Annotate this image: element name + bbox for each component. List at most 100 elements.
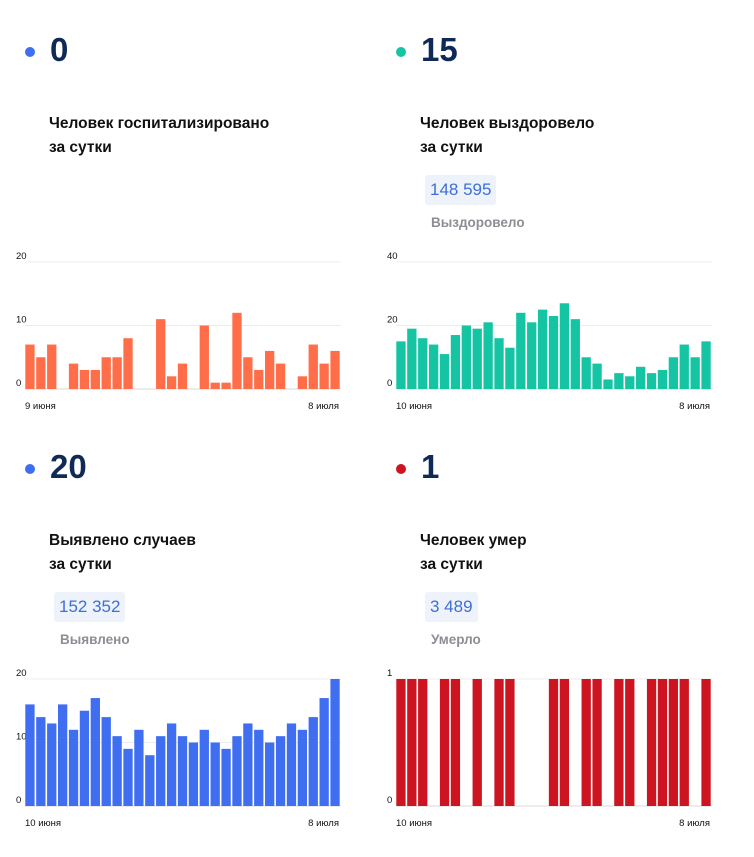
bar: [418, 338, 428, 389]
x-start-label: 9 июня: [25, 401, 56, 412]
bar: [199, 325, 209, 389]
bar: [559, 303, 570, 389]
bar: [537, 309, 548, 389]
bar: [625, 679, 635, 806]
bar: [36, 357, 46, 389]
y-tick-label: 40: [387, 251, 398, 262]
bar: [319, 363, 329, 389]
bar: [330, 350, 340, 389]
bar: [101, 717, 111, 806]
bar: [548, 315, 559, 389]
bar: [646, 373, 657, 389]
recovered-dot: [396, 47, 406, 57]
cases-card: 20 Выявлено случаев за сутки 152 352 Выя…: [16, 447, 365, 857]
deaths-total: 3 489: [425, 592, 478, 622]
deaths-card: 1 Человек умер за сутки 3 489 Умерло 0 1 1…: [387, 447, 736, 857]
bar: [166, 723, 177, 806]
bar: [79, 710, 90, 806]
cases-label: Выявлено случаев за сутки: [49, 529, 196, 577]
deaths-total-label: Умерло: [431, 632, 481, 647]
y-tick-label: 20: [16, 251, 27, 262]
x-end-label: 8 июля: [308, 401, 339, 412]
bar: [232, 312, 242, 389]
bar: [210, 382, 220, 389]
bar: [570, 319, 580, 389]
bar: [25, 344, 35, 389]
bar: [112, 357, 122, 389]
bar: [25, 704, 35, 806]
bar: [450, 335, 461, 389]
bar: [177, 363, 188, 389]
bar: [90, 369, 100, 389]
bar: [210, 742, 220, 806]
bar: [592, 363, 602, 389]
bar: [275, 736, 286, 806]
bar: [472, 328, 482, 389]
bar: [657, 679, 668, 806]
y-tick-label: 0: [387, 378, 392, 389]
bar: [68, 729, 79, 806]
bar: [396, 341, 406, 389]
bar: [657, 369, 668, 389]
bar: [483, 322, 493, 389]
hospitalized-number: 0: [50, 31, 69, 68]
recovered-number: 15: [421, 31, 458, 68]
bar: [36, 717, 46, 806]
bar: [156, 319, 166, 389]
bar: [232, 736, 242, 806]
y-tick-label: 20: [16, 668, 27, 679]
bar: [701, 679, 711, 806]
cases-chart: 0 10 20 10 июня 8 июля: [16, 668, 341, 829]
x-start-label: 10 июня: [25, 818, 61, 829]
bar: [407, 679, 417, 806]
bar: [221, 748, 231, 806]
hospitalized-label-line1: Человек госпитализировано: [49, 115, 270, 132]
cases-number: 20: [50, 448, 87, 485]
bar: [418, 679, 428, 806]
y-tick-label: 10: [16, 315, 27, 326]
deaths-label: Человек умер за сутки: [420, 529, 527, 577]
bar: [308, 344, 318, 389]
bar: [286, 723, 297, 806]
bar: [221, 382, 231, 389]
y-tick-label: 0: [387, 795, 392, 806]
bar: [265, 350, 275, 389]
bar: [636, 366, 646, 389]
recovered-label-line2: за сутки: [420, 139, 483, 156]
bar: [275, 363, 286, 389]
bar: [319, 698, 329, 806]
bar: [472, 679, 482, 806]
bar: [603, 379, 613, 389]
bar: [690, 357, 700, 389]
cases-label-line1: Выявлено случаев: [49, 532, 196, 549]
cases-total: 152 352: [54, 592, 126, 622]
cases-label-line2: за сутки: [49, 556, 112, 573]
bar: [505, 679, 515, 806]
bar: [559, 679, 570, 806]
bar: [199, 729, 209, 806]
bar: [625, 376, 635, 389]
hospitalized-label-line2: за сутки: [49, 139, 112, 156]
bar: [112, 736, 122, 806]
recovered-total-label: Выздоровело: [431, 215, 525, 230]
hospitalized-label: Человек госпитализировано за сутки: [49, 112, 269, 160]
bar: [47, 723, 57, 806]
bar: [581, 357, 591, 389]
bar: [123, 748, 133, 806]
bar: [90, 698, 100, 806]
bar: [679, 679, 689, 806]
bar: [494, 679, 504, 806]
x-start-label: 10 июня: [396, 401, 432, 412]
bar: [581, 679, 591, 806]
bar: [243, 357, 253, 389]
bar: [243, 723, 253, 806]
recovered-card: 15 Человек выздоровело за сутки 148 595 …: [387, 30, 736, 440]
recovered-label-line1: Человек выздоровело: [420, 115, 595, 132]
recovered-label: Человек выздоровело за сутки: [420, 112, 594, 160]
bar: [407, 328, 417, 389]
y-tick-label: 10: [16, 732, 27, 743]
bar: [439, 679, 450, 806]
bar: [177, 736, 188, 806]
cases-dot: [25, 464, 35, 474]
deaths-number: 1: [421, 448, 440, 485]
